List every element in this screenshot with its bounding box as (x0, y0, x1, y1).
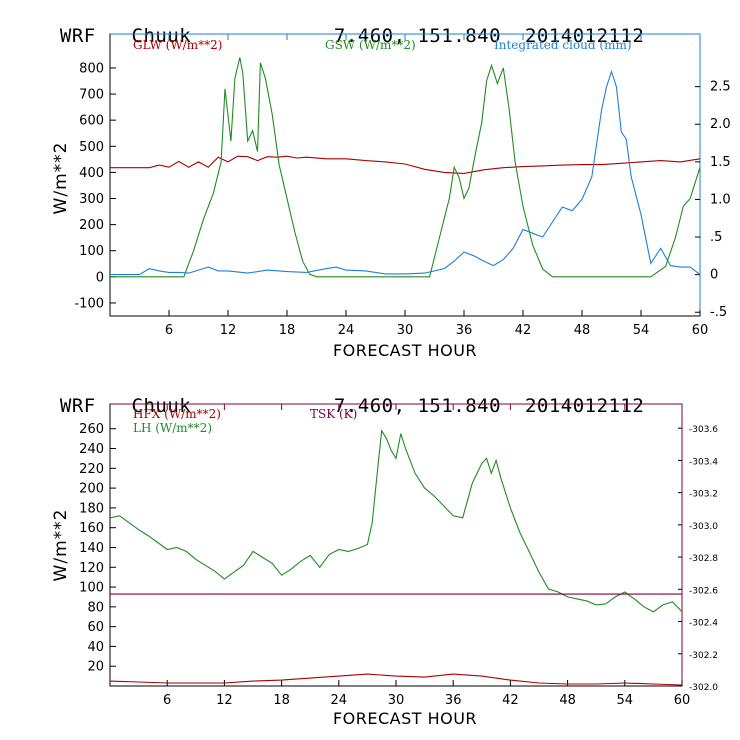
series-line-gsw (110, 57, 700, 278)
chart-fluxes: 20 40 60 80 100 120 140 160 180 200 220 240 260 6 12 18… (51, 403, 718, 728)
x-tick-label: 54 (633, 323, 650, 338)
x-tick-label: 6 (163, 693, 171, 708)
y-tick-label: 220 (79, 462, 104, 477)
y-tick-label: 120 (79, 561, 104, 576)
y-axis-label: W/m**2 (51, 142, 71, 215)
y2-tick-label: -302.2 (689, 651, 718, 661)
y2-tick-label: 2.5 (710, 80, 731, 95)
y2-tick-label: -303.2 (689, 490, 718, 500)
y2-tick-label: .5 (710, 230, 722, 245)
x-tick-label: 36 (456, 323, 473, 338)
y-tick-label: 100 (79, 581, 104, 596)
plot-frame (109, 403, 683, 687)
y-tick-label: 40 (87, 640, 104, 655)
legend-tsk: TSK (K) (310, 407, 357, 421)
y-tick-label: 300 (79, 192, 104, 207)
legend-gsw: GSW (W/m**2) (325, 38, 416, 52)
series-line-hfx (110, 673, 682, 686)
x-tick-label: 24 (338, 323, 355, 338)
y-tick-label: 200 (79, 482, 104, 497)
y-tick-label: 800 (79, 61, 104, 76)
y2-tick-label: -.5 (710, 305, 727, 320)
top-header-model: WRF (59, 25, 96, 47)
x-tick-label: 30 (388, 693, 405, 708)
bottom-header-model: WRF (59, 395, 96, 417)
x-tick-label: 30 (397, 323, 414, 338)
y2-tick-label: 1.0 (710, 192, 731, 207)
x-tick-label: 48 (574, 323, 591, 338)
y2-tick-label: -302.8 (689, 554, 718, 564)
y-tick-label: 80 (87, 600, 104, 615)
bottom-header: WRF Chuuk (36, 373, 191, 417)
y2-tick-label: -302.4 (689, 619, 718, 629)
top-header-run: 2014012112 (524, 25, 645, 47)
x-tick-label: 60 (692, 323, 709, 338)
bottom-header-run: 2014012112 (524, 395, 645, 417)
x-tick-label: 18 (279, 323, 296, 338)
x-axis-label: FORECAST HOUR (333, 341, 477, 360)
x-tick-label: 24 (331, 693, 348, 708)
y-tick-label: 180 (79, 501, 104, 516)
legend-glw: GLW (W/m**2) (133, 38, 222, 52)
top-header-coords: 7.460, 151.840 (333, 25, 502, 47)
y-tick-label: 400 (79, 166, 104, 181)
y-tick-label: 160 (79, 521, 104, 536)
y2-tick-label: -303.4 (689, 457, 718, 467)
x-tick-label: 12 (216, 693, 233, 708)
y2-tick-label: -302.6 (689, 586, 718, 596)
y2-tick-label: 1.5 (710, 155, 731, 170)
y-tick-label: 600 (79, 114, 104, 129)
top-header-station: Chuuk (131, 25, 192, 47)
bottom-header-coords: 7.460, 151.840 (333, 395, 502, 417)
y-tick-label: 700 (79, 88, 104, 103)
bottom-header-right: 7.460, 151.840 2014012112 (310, 373, 644, 417)
top-header: WRF Chuuk (36, 3, 191, 47)
x-tick-label: 42 (502, 693, 519, 708)
y2-tick-label: 0 (710, 268, 718, 283)
series-line-integrated (110, 69, 700, 276)
y2-tick-label: 2.0 (710, 117, 731, 132)
y2-tick-label: -303.0 (689, 522, 718, 532)
y-tick-label: 240 (79, 442, 104, 457)
y-tick-label: 100 (79, 244, 104, 259)
y-tick-label: 140 (79, 541, 104, 556)
x-tick-label: 18 (273, 693, 290, 708)
legend-integrated: Integrated cloud (mm) (494, 38, 632, 52)
y2-tick-label: -302.0 (689, 683, 718, 693)
x-tick-label: 36 (445, 693, 462, 708)
y-tick-label: 500 (79, 140, 104, 155)
y-tick-label: 200 (79, 218, 104, 233)
x-tick-label: 60 (674, 693, 691, 708)
y-tick-label: -100 (74, 296, 104, 311)
y-tick-label: 260 (79, 422, 104, 437)
x-tick-label: 42 (515, 323, 532, 338)
series-line-lh (110, 429, 682, 613)
bottom-header-station: Chuuk (131, 395, 192, 417)
legend-lh: LH (W/m**2) (133, 421, 212, 435)
y2-tick-label: -303.6 (689, 425, 718, 435)
y-tick-label: 20 (87, 660, 104, 675)
x-tick-label: 54 (617, 693, 634, 708)
y-axis-label: W/m**2 (51, 509, 71, 582)
y-tick-label: 0 (96, 270, 104, 285)
x-tick-label: 6 (165, 323, 173, 338)
x-axis-label: FORECAST HOUR (333, 709, 477, 728)
top-header-right: 7.460, 151.840 2014012112 (310, 3, 644, 47)
legend-hfx: HFX (W/m**2) (133, 407, 221, 421)
x-tick-label: 48 (559, 693, 576, 708)
x-tick-label: 12 (220, 323, 237, 338)
y-tick-label: 60 (87, 620, 104, 635)
series-line-glw (110, 155, 700, 174)
